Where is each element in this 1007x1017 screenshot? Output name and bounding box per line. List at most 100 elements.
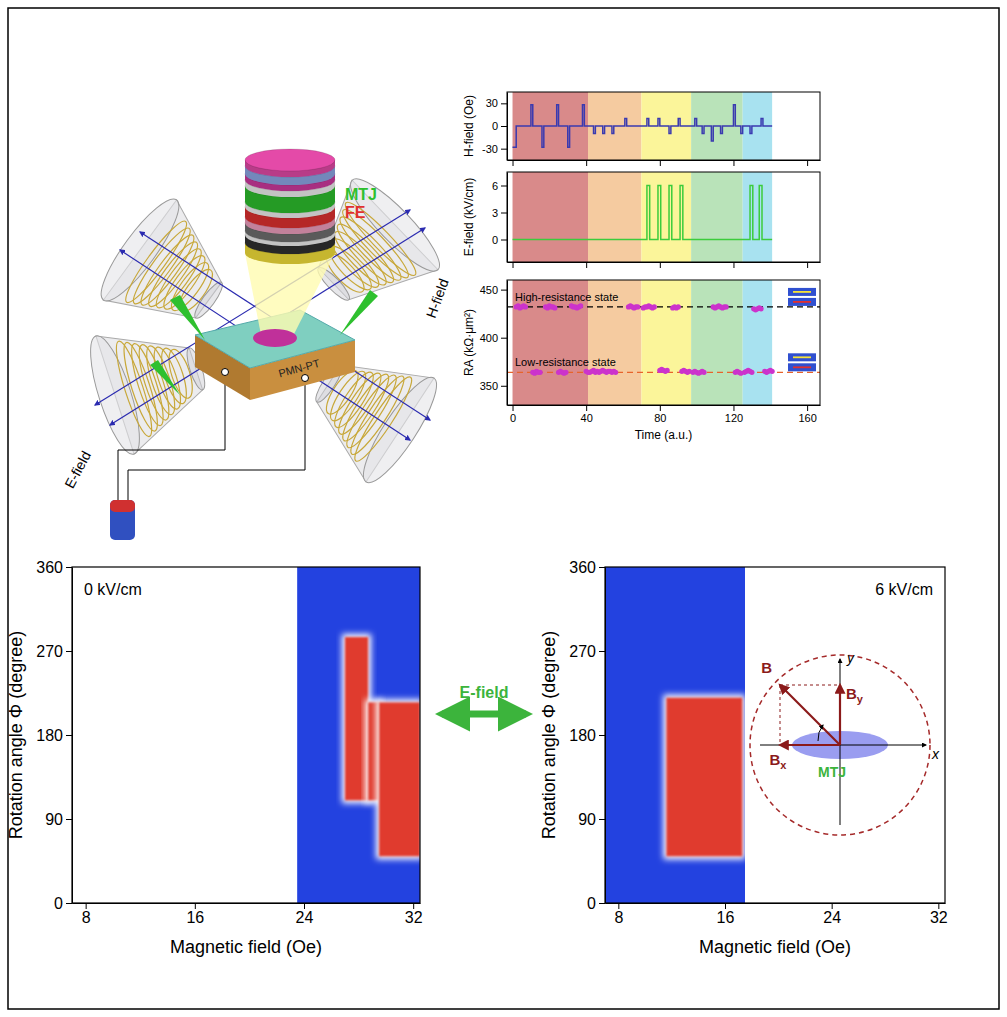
data-line	[513, 186, 773, 240]
chart-panel: High-resistance stateLow-resistance stat…	[462, 280, 821, 442]
tick-mark	[66, 819, 72, 820]
tick	[807, 160, 808, 166]
axis-title: E-field (kV/cm)	[462, 178, 476, 257]
band	[641, 280, 691, 405]
axis-title: Rotation angle Φ (degree)	[539, 631, 559, 840]
tick	[733, 262, 734, 268]
axis-line	[507, 173, 508, 263]
inset-label: B	[761, 659, 772, 676]
inset-guide	[780, 685, 840, 745]
axis: 350400450	[480, 281, 508, 406]
data-line	[513, 105, 773, 147]
inset-angle	[818, 725, 823, 741]
terminal	[302, 375, 309, 382]
axis-line	[508, 160, 821, 161]
data-point	[552, 305, 557, 310]
plot-area	[513, 172, 773, 262]
data-point	[523, 304, 528, 309]
band	[513, 172, 588, 262]
frame	[8, 8, 999, 1009]
field-line	[140, 232, 430, 420]
tick-label: 450	[480, 284, 498, 296]
battery	[110, 500, 135, 540]
zoom-funnel	[245, 253, 335, 340]
label: H-field	[423, 277, 452, 321]
tick-label: 32	[930, 909, 948, 926]
tick-label: 3	[492, 207, 498, 219]
tick	[586, 262, 587, 268]
tick-mark	[599, 735, 605, 736]
probe	[170, 295, 205, 340]
annotation: High-resistance state	[515, 291, 618, 303]
tick-mark	[86, 903, 87, 909]
tick-mark	[501, 103, 507, 104]
tick: 0	[587, 895, 605, 912]
tick-label: -30	[482, 143, 498, 155]
tick-mark	[413, 903, 414, 909]
tick-mark	[807, 160, 808, 166]
axis-title: H-field (Oe)	[462, 95, 476, 157]
heatmap-panel: 8162432090180270360Rotation angle Φ (deg…	[6, 559, 423, 957]
inset-vector	[839, 685, 841, 745]
wire	[128, 385, 305, 500]
plot-area	[513, 92, 773, 160]
data-point	[635, 304, 640, 309]
plot-area	[507, 280, 820, 405]
tick: 90	[45, 811, 72, 828]
tick-label: 0	[510, 412, 516, 424]
state-icon	[788, 288, 816, 306]
figure: MTJFEPMN-PTH-fieldE-field-30030H-field (…	[0, 0, 1007, 1017]
tick: 16	[186, 903, 204, 926]
coil-winding	[119, 216, 193, 307]
tick: 32	[405, 903, 423, 926]
plot-frame	[605, 567, 945, 903]
tick-label: 90	[45, 811, 63, 828]
tick-label: 0	[492, 120, 498, 132]
inset-label: Bx	[770, 751, 788, 771]
inset-axis	[760, 745, 926, 746]
tick-mark	[304, 903, 305, 909]
axis-line	[507, 93, 508, 161]
axis: 090180270360	[569, 559, 605, 912]
data-point	[676, 304, 681, 309]
data-point	[665, 368, 670, 373]
tick: 180	[36, 727, 72, 744]
double-arrow	[442, 711, 526, 718]
tick-label: 120	[725, 412, 743, 424]
tick-mark	[733, 405, 734, 411]
tick-label: 360	[569, 559, 596, 576]
tick-mark	[501, 290, 507, 291]
inset-label: y	[846, 650, 855, 666]
tick-mark	[501, 338, 507, 339]
tick-mark	[501, 126, 507, 127]
inset: BBxByMTJxy	[750, 650, 940, 835]
tick-mark	[938, 903, 939, 909]
data-point	[563, 370, 568, 375]
band	[588, 172, 641, 262]
band	[743, 172, 772, 262]
heat-region	[345, 637, 368, 800]
axis: 090180270360	[36, 559, 72, 912]
state-icon	[788, 353, 816, 371]
heat-region	[666, 698, 742, 857]
axis-line	[72, 568, 73, 904]
axis-line	[606, 903, 946, 904]
chart-panel: 036E-field (kV/cm)	[462, 172, 821, 268]
inset-label: x	[931, 746, 940, 762]
band	[743, 280, 772, 405]
tick-mark	[513, 262, 514, 268]
label: FE	[345, 204, 366, 221]
tick: 450	[480, 284, 507, 296]
tick	[513, 160, 514, 166]
tick-label: 90	[578, 811, 596, 828]
field-line	[110, 228, 425, 425]
tick	[586, 160, 587, 166]
axis: -30030	[482, 93, 507, 161]
axis-title: Magnetic field (Oe)	[699, 937, 851, 957]
plot-area	[297, 567, 420, 903]
axis: 04080120160	[508, 405, 821, 424]
coil-winding	[332, 219, 400, 288]
tick-mark	[586, 160, 587, 166]
tick-mark	[501, 213, 507, 214]
axis-title: Time (a.u.)	[635, 428, 693, 442]
